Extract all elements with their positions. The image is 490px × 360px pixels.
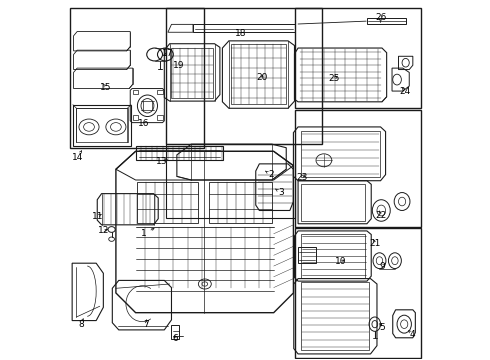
Bar: [300, 234, 365, 278]
Bar: [133, 90, 139, 94]
Text: 22: 22: [375, 211, 386, 220]
Bar: [166, 8, 322, 144]
Text: 6: 6: [172, 334, 178, 343]
Bar: [295, 110, 421, 226]
Text: 24: 24: [399, 86, 410, 95]
Bar: [193, 24, 295, 32]
Bar: [301, 282, 369, 350]
Text: 20: 20: [257, 73, 268, 82]
Bar: [295, 8, 421, 108]
Text: 14: 14: [72, 153, 83, 162]
Text: 21: 21: [369, 239, 381, 248]
Bar: [301, 184, 366, 221]
Bar: [157, 116, 163, 120]
Bar: [171, 48, 213, 98]
Bar: [300, 131, 380, 177]
Text: 5: 5: [379, 323, 385, 332]
Bar: [295, 228, 421, 357]
Bar: [133, 116, 139, 120]
Text: 16: 16: [138, 119, 149, 128]
Bar: [367, 18, 406, 24]
Text: 19: 19: [173, 62, 184, 71]
Text: 10: 10: [335, 257, 347, 266]
Text: 17: 17: [162, 49, 173, 58]
Text: 4: 4: [410, 330, 416, 339]
Bar: [76, 108, 128, 142]
Bar: [231, 44, 286, 104]
Text: 2: 2: [268, 170, 273, 179]
Text: 12: 12: [98, 226, 109, 235]
Text: 9: 9: [379, 262, 385, 271]
Bar: [70, 8, 204, 148]
Bar: [298, 247, 316, 263]
Text: 25: 25: [328, 75, 340, 84]
Text: 18: 18: [235, 29, 246, 38]
Text: 11: 11: [92, 212, 103, 221]
Bar: [172, 325, 179, 338]
Text: 15: 15: [100, 83, 112, 92]
Text: 8: 8: [78, 320, 84, 329]
Text: 1: 1: [141, 229, 147, 238]
Bar: [157, 90, 163, 94]
Text: 13: 13: [156, 157, 168, 166]
Text: 23: 23: [296, 173, 307, 182]
Text: 26: 26: [375, 13, 386, 22]
Text: 7: 7: [144, 320, 149, 329]
Bar: [166, 144, 295, 218]
Text: 3: 3: [278, 188, 284, 197]
